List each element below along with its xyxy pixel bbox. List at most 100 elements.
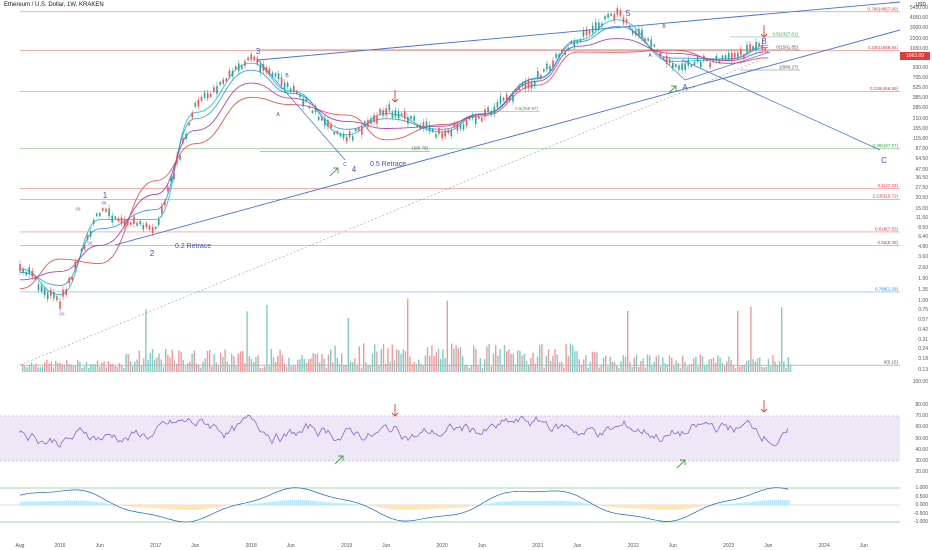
volume-bar — [701, 356, 704, 372]
volume-bar — [94, 364, 96, 372]
sub-wave-4: (4) — [88, 240, 94, 245]
candle-body — [280, 77, 283, 86]
volume-bar — [451, 343, 453, 372]
candle-body — [419, 124, 422, 129]
volume-bar — [213, 354, 215, 372]
candle-body — [407, 117, 409, 124]
volume-bar — [215, 362, 217, 372]
candle-body — [724, 55, 727, 59]
osc-histogram-bar — [310, 500, 312, 505]
candle-body — [317, 116, 320, 120]
candle-body — [296, 90, 298, 94]
candle-body — [441, 132, 443, 139]
osc-histogram-bar — [282, 500, 284, 505]
volume-bar — [154, 359, 156, 372]
candle-body — [367, 120, 369, 127]
osc-histogram-bar — [534, 501, 536, 505]
candle-body — [385, 108, 387, 116]
volume-bar — [712, 357, 715, 372]
volume-bar — [605, 355, 607, 372]
sell-arrow — [760, 25, 768, 38]
sub-c-label: C — [343, 162, 347, 168]
osc-histogram-bar — [450, 505, 452, 509]
osc-histogram-bar — [502, 501, 504, 505]
currency-label: USD — [915, 2, 926, 8]
osc-histogram-bar — [340, 503, 342, 505]
volume-bar — [259, 367, 261, 372]
osc-histogram-bar — [36, 501, 38, 505]
price-tick: 0.57 — [918, 316, 928, 323]
volume-bar — [759, 357, 761, 372]
osc-histogram-bar — [550, 500, 552, 505]
candle-body — [555, 53, 557, 58]
osc-histogram-bar — [54, 501, 56, 505]
fib-label: 0.786(4867.00) — [867, 6, 898, 11]
osc-histogram-bar — [622, 505, 624, 508]
rsi-sell-arrow — [391, 404, 399, 417]
osc-histogram-bar — [568, 501, 570, 505]
volume-bar — [525, 360, 528, 372]
volume-bar — [202, 361, 204, 372]
candle-body — [194, 103, 197, 107]
osc-histogram-bar — [632, 505, 634, 509]
volume-bar — [272, 357, 275, 372]
fib-label: 1(80.79) — [411, 146, 428, 151]
osc-histogram-bar — [288, 500, 290, 505]
volume-bar — [367, 365, 369, 372]
volume-bar — [558, 362, 561, 372]
time-tick: Jun — [764, 543, 773, 549]
osc-histogram-bar — [742, 502, 744, 505]
candle-body — [693, 62, 696, 65]
candle-body — [277, 73, 280, 79]
osc-histogram-bar — [158, 505, 160, 509]
osc-histogram-bar — [522, 500, 524, 505]
volume-bar — [299, 359, 301, 372]
candle-body — [487, 107, 489, 112]
osc-histogram-bar — [78, 500, 80, 505]
chart-canvas[interactable]: 0.786(4867.00) 0.5(2327.01) 4.236(1568.84)… — [0, 0, 900, 542]
candle-body — [22, 268, 24, 274]
osc-histogram-bar — [572, 501, 574, 505]
candle-body — [471, 114, 474, 119]
candle-body — [631, 30, 634, 34]
candle-body — [77, 259, 80, 262]
osc-histogram-bar — [524, 500, 526, 505]
osc-histogram-bar — [254, 503, 256, 505]
volume-bar — [301, 355, 303, 372]
moving-average — [19, 19, 769, 296]
price-axis[interactable]: 5450.004050.003000.002200.001650.001250.… — [900, 0, 932, 542]
volume-bar — [675, 360, 677, 372]
candle-body — [622, 17, 625, 24]
osc-tick: -0.500 — [913, 510, 928, 517]
candle-body — [46, 292, 49, 299]
osc-histogram-bar — [656, 505, 658, 510]
volume-bar — [24, 365, 26, 372]
osc-histogram-bar — [154, 505, 156, 509]
volume-bar — [666, 364, 668, 372]
osc-histogram-bar — [86, 500, 88, 505]
candle-body — [752, 46, 754, 50]
volume-bar — [418, 359, 420, 372]
candle-body — [231, 70, 234, 77]
rsi-band — [0, 416, 900, 461]
candle-body — [515, 89, 517, 92]
candle-body — [601, 23, 603, 27]
volume-bar — [633, 357, 635, 372]
volume-bar — [415, 363, 418, 372]
osc-histogram-bar — [198, 505, 200, 510]
price-tick: 0.24 — [918, 346, 928, 353]
candle-body — [388, 104, 391, 111]
volume-bar — [123, 367, 125, 372]
candle-body — [505, 94, 508, 101]
osc-histogram-bar — [424, 505, 426, 510]
candle-body — [314, 106, 317, 112]
candle-body — [302, 98, 304, 107]
volume-bar — [77, 360, 79, 372]
candle-body — [139, 221, 141, 225]
volume-bar — [198, 365, 200, 372]
volume-bar — [334, 345, 336, 372]
osc-histogram-bar — [706, 505, 708, 506]
osc-histogram-bar — [398, 505, 400, 510]
candle-body — [543, 69, 545, 72]
candle-body — [530, 82, 533, 89]
